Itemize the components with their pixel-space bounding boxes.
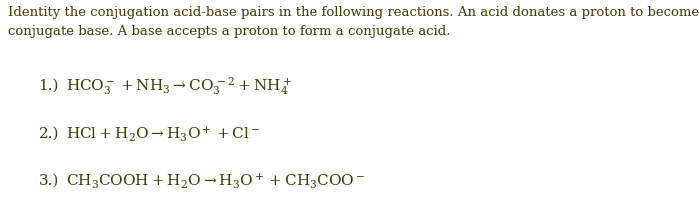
Text: 2.): 2.) [38,126,59,140]
Text: $\mathregular{HCl + H_2O \rightarrow H_3O^+ + Cl^-}$: $\mathregular{HCl + H_2O \rightarrow H_3… [66,123,261,142]
Text: conjugate base. A base accepts a proton to form a conjugate acid.: conjugate base. A base accepts a proton … [8,6,451,38]
Text: Identity the conjugation acid-base pairs in the following reactions. An acid don: Identity the conjugation acid-base pairs… [8,6,699,19]
Text: $\mathregular{CH_3COOH + H_2O \rightarrow H_3O^+ + CH_3COO^-}$: $\mathregular{CH_3COOH + H_2O \rightarro… [66,170,366,189]
Text: 3.): 3.) [38,173,59,186]
Text: 1.): 1.) [38,79,59,93]
Text: $\mathregular{HCO_3^- + NH_3 \rightarrow CO_3^{\,-2}+ NH_4^+}$: $\mathregular{HCO_3^- + NH_3 \rightarrow… [66,75,293,96]
